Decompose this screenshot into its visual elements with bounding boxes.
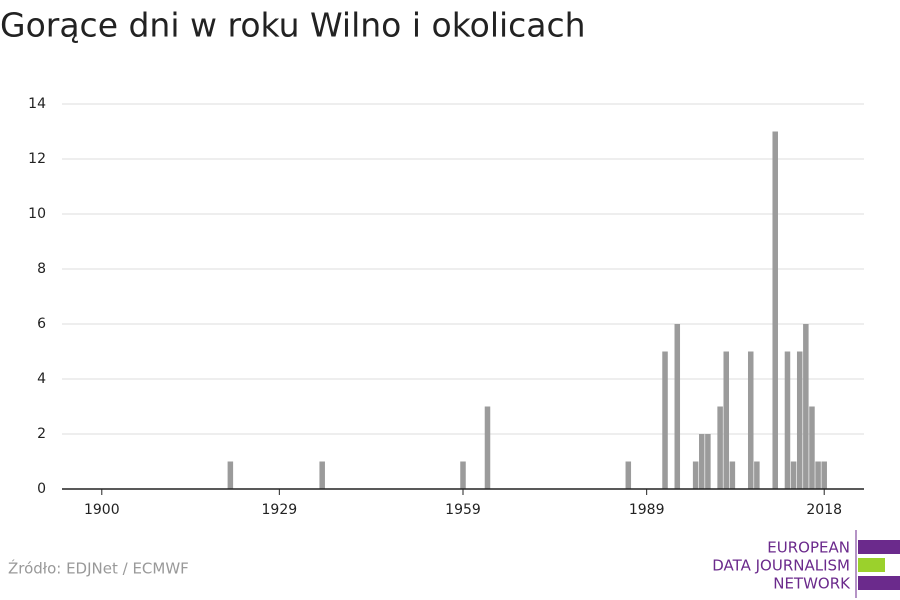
- bar: [796, 351, 803, 489]
- bar: [674, 324, 681, 489]
- bar: [460, 461, 466, 489]
- x-tick-label: 1989: [629, 502, 665, 518]
- bar: [662, 351, 668, 489]
- y-tick-label: 6: [37, 316, 46, 332]
- bar: [729, 461, 736, 489]
- bar: [699, 434, 705, 489]
- logo-bar: [858, 558, 885, 572]
- bar: [747, 351, 754, 489]
- bar: [809, 406, 815, 489]
- x-tick-label: 2018: [806, 502, 842, 518]
- bar: [815, 461, 821, 489]
- logo-bar: [858, 540, 900, 554]
- bar: [319, 461, 325, 489]
- y-tick-label: 14: [28, 96, 46, 112]
- bar: [692, 461, 699, 489]
- chart-title: Gorące dni w roku Wilno i okolicach: [0, 6, 586, 45]
- bar: [784, 351, 791, 489]
- logo-bar: [858, 576, 900, 590]
- y-tick-label: 12: [28, 151, 46, 167]
- y-tick-label: 4: [37, 371, 46, 387]
- bar: [754, 461, 760, 489]
- bar: [821, 461, 827, 489]
- x-tick-label: 1959: [445, 502, 481, 518]
- bar: [772, 131, 778, 489]
- y-tick-label: 2: [37, 426, 46, 442]
- bar: [717, 406, 723, 489]
- logo-text: EUROPEAN: [767, 539, 850, 557]
- logo-text: DATA JOURNALISM: [712, 557, 850, 575]
- logo-text: NETWORK: [773, 575, 851, 593]
- bar: [723, 351, 730, 489]
- bar: [625, 461, 632, 489]
- bar: [803, 324, 809, 489]
- bar: [227, 461, 234, 489]
- y-tick-label: 10: [28, 206, 46, 222]
- x-tick-label: 1929: [262, 502, 298, 518]
- source-note: Źródło: EDJNet / ECMWF: [8, 559, 189, 578]
- x-tick-label: 1900: [84, 502, 120, 518]
- y-tick-label: 0: [37, 481, 46, 497]
- bar: [790, 461, 797, 489]
- bar: [705, 434, 711, 489]
- y-tick-label: 8: [37, 261, 46, 277]
- bar: [484, 406, 491, 489]
